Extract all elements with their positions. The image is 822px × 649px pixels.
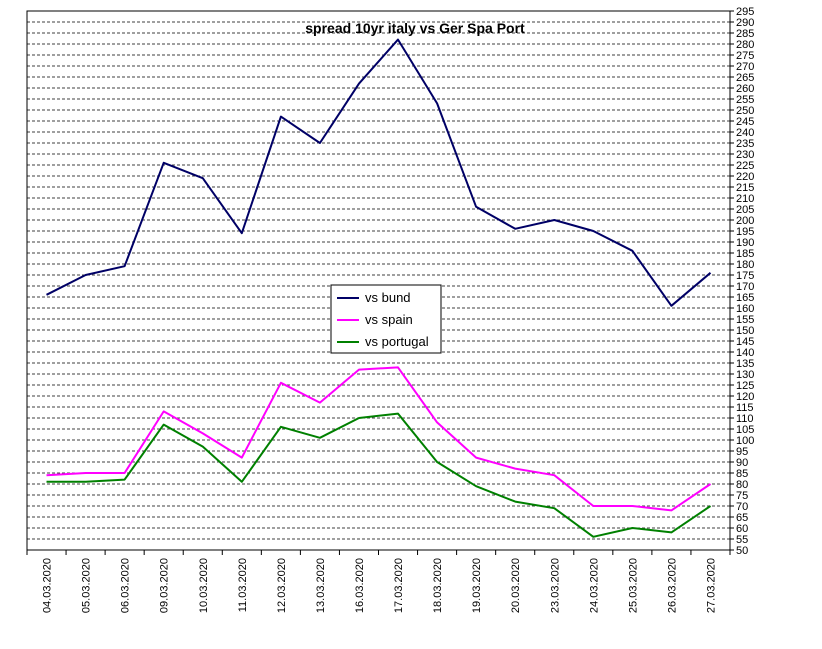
y-tick-label: 110: [736, 413, 754, 425]
y-tick-label: 80: [736, 479, 748, 491]
y-tick-label: 240: [736, 127, 754, 139]
y-tick-label: 120: [736, 391, 754, 403]
y-tick-label: 265: [736, 72, 754, 84]
x-tick-label: 25.03.2020: [627, 558, 639, 613]
x-tick-label: 13.03.2020: [315, 558, 327, 613]
y-tick-label: 195: [736, 226, 754, 238]
series-line-vs-bund: [46, 38, 712, 307]
legend-label: vs spain: [365, 312, 413, 327]
y-tick-label: 245: [736, 116, 754, 128]
x-tick-label: 05.03.2020: [81, 558, 93, 613]
y-tick-label: 200: [736, 215, 754, 227]
x-tick-label: 06.03.2020: [120, 558, 132, 613]
y-tick-label: 215: [736, 182, 754, 194]
y-tick-label: 175: [736, 270, 754, 282]
y-tick-label: 230: [736, 149, 754, 161]
y-tick-label: 145: [736, 336, 754, 348]
y-tick-label: 155: [736, 314, 754, 326]
y-tick-label: 160: [736, 303, 754, 315]
y-tick-label: 90: [736, 457, 748, 469]
y-tick-label: 130: [736, 369, 754, 381]
x-tick-label: 04.03.2020: [42, 558, 54, 613]
y-tick-label: 125: [736, 380, 754, 392]
series-lines: [46, 38, 712, 538]
y-tick-label: 65: [736, 512, 748, 524]
y-tick-label: 85: [736, 468, 748, 480]
y-tick-label: 190: [736, 237, 754, 249]
y-tick-label: 260: [736, 83, 754, 95]
y-tick-label: 115: [736, 402, 754, 414]
legend: vs bund vs spain vs portugal: [330, 284, 442, 354]
x-tick-label: 16.03.2020: [354, 558, 366, 613]
y-tick-label: 95: [736, 446, 748, 458]
y-tick-label: 135: [736, 358, 754, 370]
y-tick-label: 55: [736, 534, 748, 546]
y-tick-label: 295: [736, 6, 754, 18]
legend-label: vs portugal: [365, 334, 429, 349]
y-tick-label: 280: [736, 39, 754, 51]
axes: [26, 10, 734, 555]
y-tick-labels: 5055606570758085909510010511011512012513…: [736, 6, 754, 557]
y-tick-label: 100: [736, 435, 754, 447]
x-tick-labels: 04.03.2020 05.03.2020 06.03.2020 09.03.2020…: [42, 558, 718, 613]
y-tick-label: 220: [736, 171, 754, 183]
x-tick-label: 19.03.2020: [471, 558, 483, 613]
x-tick-label: 20.03.2020: [510, 558, 522, 613]
x-tick-label: 12.03.2020: [276, 558, 288, 613]
y-tick-label: 75: [736, 490, 748, 502]
y-tick-label: 170: [736, 281, 754, 293]
gridlines: [27, 10, 730, 540]
y-tick-label: 255: [736, 94, 754, 106]
y-tick-label: 285: [736, 28, 754, 40]
series-line-vs-spain: [46, 366, 712, 512]
y-tick-label: 210: [736, 193, 754, 205]
x-tick-label: 23.03.2020: [549, 558, 561, 613]
x-tick-label: 18.03.2020: [432, 558, 444, 613]
y-tick-label: 225: [736, 160, 754, 172]
y-tick-label: 180: [736, 259, 754, 271]
y-tick-label: 165: [736, 292, 754, 304]
y-tick-label: 70: [736, 501, 748, 513]
x-tick-label: 17.03.2020: [393, 558, 405, 613]
y-tick-label: 235: [736, 138, 754, 150]
x-tick-label: 11.03.2020: [237, 558, 249, 612]
legend-label: vs bund: [365, 290, 411, 305]
y-tick-label: 290: [736, 17, 754, 29]
x-tick-label: 26.03.2020: [666, 558, 678, 613]
y-tick-label: 50: [736, 545, 748, 557]
chart-title: spread 10yr italy vs Ger Spa Port: [305, 20, 525, 36]
y-tick-label: 60: [736, 523, 748, 535]
y-tick-label: 185: [736, 248, 754, 260]
y-tick-label: 250: [736, 105, 754, 117]
y-tick-label: 205: [736, 204, 754, 216]
x-tick-label: 27.03.2020: [705, 558, 717, 613]
x-tick-label: 10.03.2020: [198, 558, 210, 613]
x-tick-label: 24.03.2020: [588, 558, 600, 613]
x-tick-label: 09.03.2020: [159, 558, 171, 613]
y-tick-label: 275: [736, 50, 754, 62]
y-tick-label: 105: [736, 424, 754, 436]
series-line-vs-portugal: [46, 412, 712, 538]
y-tick-label: 150: [736, 325, 754, 337]
y-tick-label: 270: [736, 61, 754, 73]
y-tick-label: 140: [736, 347, 754, 359]
